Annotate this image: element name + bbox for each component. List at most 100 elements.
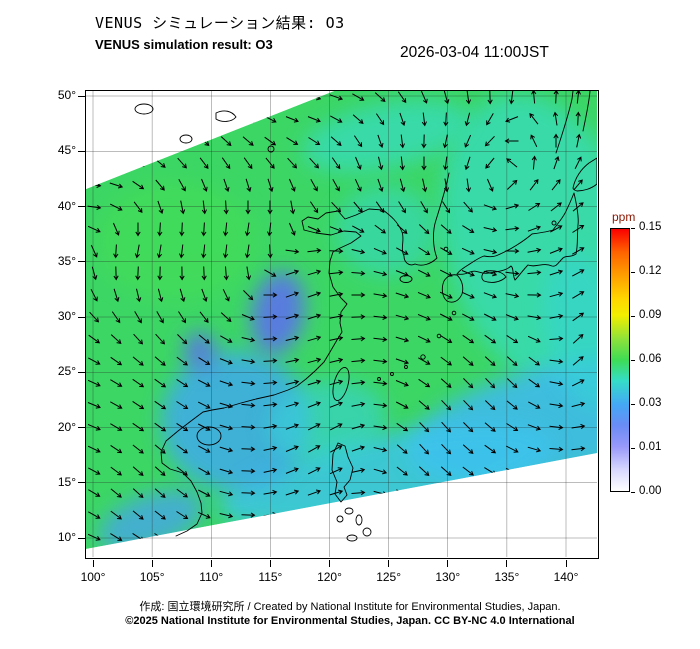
- wind-arrow: [263, 445, 278, 451]
- wind-arrow: [576, 133, 582, 148]
- wind-arrow: [263, 489, 278, 495]
- wind-arrow: [395, 511, 409, 519]
- wind-arrow: [462, 511, 475, 519]
- wind-arrow: [462, 334, 475, 344]
- wind-arrow: [176, 114, 188, 124]
- wind-arrow: [395, 292, 410, 299]
- lon-tick-label: 125°: [376, 570, 402, 584]
- wind-arrow: [198, 334, 210, 344]
- wind-arrow: [90, 244, 98, 258]
- wind-arrow: [571, 446, 586, 452]
- colorbar-tick-label: 0.00: [639, 485, 662, 497]
- wind-arrow: [222, 288, 230, 302]
- wind-arrow: [549, 424, 564, 430]
- lat-tick: [78, 206, 85, 207]
- wind-arrow: [374, 224, 386, 234]
- wind-arrow: [113, 244, 119, 259]
- wind-arrow: [307, 357, 322, 364]
- wind-arrow: [397, 91, 407, 104]
- wind-arrow: [329, 423, 343, 431]
- wind-arrow: [109, 203, 123, 211]
- wind-arrow: [528, 401, 541, 409]
- lon-tick: [565, 560, 567, 567]
- wind-arrow: [528, 378, 541, 388]
- wind-arrow: [505, 445, 519, 453]
- wind-arrow: [530, 134, 538, 148]
- wind-arrow: [399, 134, 405, 149]
- wind-arrow: [329, 401, 344, 408]
- lat-tick-label: 45°: [57, 143, 76, 158]
- wind-arrow: [417, 335, 431, 343]
- wind-arrow: [241, 358, 256, 365]
- wind-arrow: [486, 178, 494, 192]
- wind-arrow: [396, 489, 409, 497]
- wind-arrow: [157, 288, 164, 303]
- wind-arrow: [155, 333, 166, 345]
- wind-arrow: [351, 270, 366, 276]
- wind-arrow: [307, 379, 322, 386]
- colorbar-tick: [631, 359, 635, 361]
- wind-arrow: [197, 379, 211, 387]
- wind-arrow: [243, 157, 253, 170]
- wind-arrow: [531, 155, 537, 170]
- wind-arrow: [310, 179, 318, 192]
- wind-arrow: [176, 511, 189, 520]
- wind-arrow: [440, 488, 452, 498]
- wind-arrow: [156, 244, 163, 259]
- lon-tick: [92, 560, 94, 567]
- wind-arrow: [154, 488, 166, 498]
- wind-arrow: [462, 313, 475, 321]
- wind-arrow: [263, 402, 278, 408]
- ozone-field-layer: [86, 91, 597, 549]
- wind-arrow: [485, 157, 495, 169]
- wind-arrow: [505, 226, 520, 232]
- wind-arrow: [285, 467, 299, 474]
- wind-arrow: [483, 533, 497, 541]
- wind-arrow: [176, 378, 189, 388]
- wind-arrow: [267, 178, 274, 193]
- wind-arrow: [329, 313, 344, 319]
- wind-arrow: [219, 424, 234, 431]
- colorbar-tick: [631, 315, 635, 317]
- wind-arrow: [241, 314, 255, 321]
- wind-arrow: [219, 490, 234, 497]
- wind-arrow: [132, 356, 144, 366]
- wind-arrow: [220, 312, 232, 323]
- wind-arrow: [396, 224, 408, 234]
- wind-arrow: [221, 157, 231, 170]
- wind-arrow: [132, 137, 145, 145]
- wind-arrow: [88, 489, 101, 497]
- ozone-field-patch: [302, 100, 470, 172]
- lon-tick-label: 135°: [494, 570, 520, 584]
- wind-arrow: [241, 380, 256, 386]
- wind-arrow: [110, 356, 123, 366]
- wind-arrow: [176, 444, 188, 454]
- wind-arrow: [505, 467, 519, 475]
- wind-arrow: [199, 311, 209, 323]
- wind-arrow: [419, 422, 430, 433]
- wind-arrow: [442, 134, 448, 149]
- wind-arrow: [571, 379, 585, 387]
- wind-arrow: [572, 224, 585, 233]
- coastline-korea: [382, 172, 450, 266]
- wind-arrow: [244, 222, 251, 237]
- wind-arrow: [110, 488, 122, 498]
- wind-arrow: [307, 511, 322, 518]
- colorbar-tick: [631, 271, 635, 273]
- wind-arrow: [351, 358, 366, 364]
- wind-arrow: [395, 314, 410, 321]
- wind-arrow: [329, 291, 344, 297]
- wind-arrow: [375, 201, 385, 214]
- wind-arrow: [575, 111, 581, 126]
- wind-arrow: [285, 511, 300, 517]
- wind-arrow: [265, 157, 275, 169]
- wind-arrow: [573, 179, 583, 191]
- wind-arrow: [440, 247, 453, 255]
- wind-arrow: [177, 334, 188, 345]
- wind-arrow: [505, 203, 520, 210]
- wind-arrow: [417, 313, 431, 321]
- wind-arrow: [329, 335, 344, 341]
- wind-arrow: [399, 112, 406, 127]
- wind-arrow: [329, 489, 344, 496]
- wind-arrow: [241, 534, 256, 540]
